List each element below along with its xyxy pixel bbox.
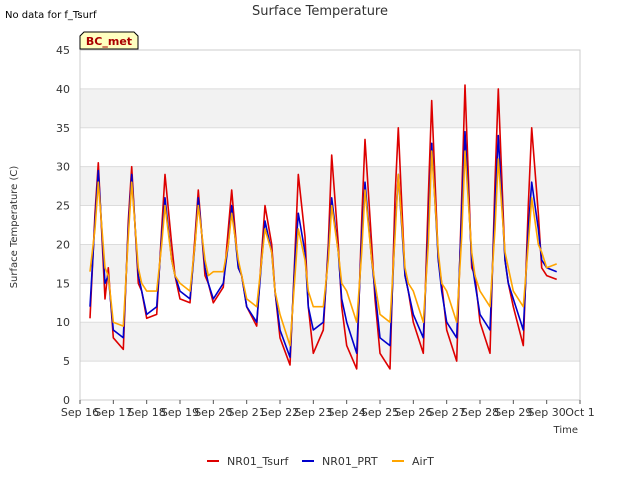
chart-title: Surface Temperature	[252, 4, 388, 19]
y-tick-label: 35	[56, 122, 70, 135]
y-tick-label: 30	[56, 161, 70, 174]
y-tick-label: 5	[63, 355, 70, 368]
x-tick-label: Sep 25	[361, 406, 399, 419]
x-tick-label: Sep 19	[161, 406, 199, 419]
x-tick-label: Sep 22	[261, 406, 299, 419]
y-axis-label: Surface Temperature (C)	[9, 166, 20, 289]
grid-band	[80, 88, 580, 128]
grid-band	[80, 322, 580, 362]
series-line-nr01-prt	[89, 130, 557, 359]
x-tick-label: Sep 26	[394, 406, 432, 419]
x-tick-label: Sep 20	[194, 406, 232, 419]
series-line-airt	[89, 150, 557, 347]
grid-band	[80, 244, 580, 284]
x-tick-label: Sep 29	[494, 406, 532, 419]
x-tick-label: Sep 16	[61, 406, 99, 419]
y-tick-label: 25	[56, 200, 70, 213]
x-tick-label: Sep 27	[428, 406, 466, 419]
y-tick-label: 10	[56, 316, 70, 329]
badge-shape	[79, 31, 139, 50]
y-tick-label: 0	[63, 394, 70, 407]
y-tick-label: 15	[56, 277, 70, 290]
badge: BC_met	[79, 31, 139, 50]
x-tick-label: Oct 1	[565, 406, 595, 419]
y-tick-labels: 0 5 10 15 20 25 30 35 40 45	[56, 44, 70, 407]
x-tick-label: Sep 18	[128, 406, 166, 419]
x-tick-label: Sep 17	[94, 406, 132, 419]
x-axis-label: Time	[553, 425, 578, 436]
y-tick-label: 40	[56, 83, 70, 96]
x-tick-label: Sep 23	[294, 406, 332, 419]
legend: NR01_Tsurf NR01_PRT AirT	[207, 455, 434, 468]
x-tick-label: Sep 30	[528, 406, 566, 419]
badge-label: BC_met	[86, 35, 132, 48]
plot-frame	[79, 49, 581, 401]
y-tick-label: 20	[56, 238, 70, 251]
legend-label: NR01_Tsurf	[227, 455, 289, 468]
x-tick-label: Sep 24	[328, 406, 366, 419]
legend-label: NR01_PRT	[322, 455, 378, 468]
y-tick-label: 45	[56, 44, 70, 57]
legend-label: AirT	[412, 455, 434, 468]
series-layer	[89, 84, 557, 370]
x-tick-label: Sep 28	[461, 406, 499, 419]
x-tick-label: Sep 21	[228, 406, 266, 419]
no-data-note: No data for f_Tsurf	[5, 10, 97, 21]
